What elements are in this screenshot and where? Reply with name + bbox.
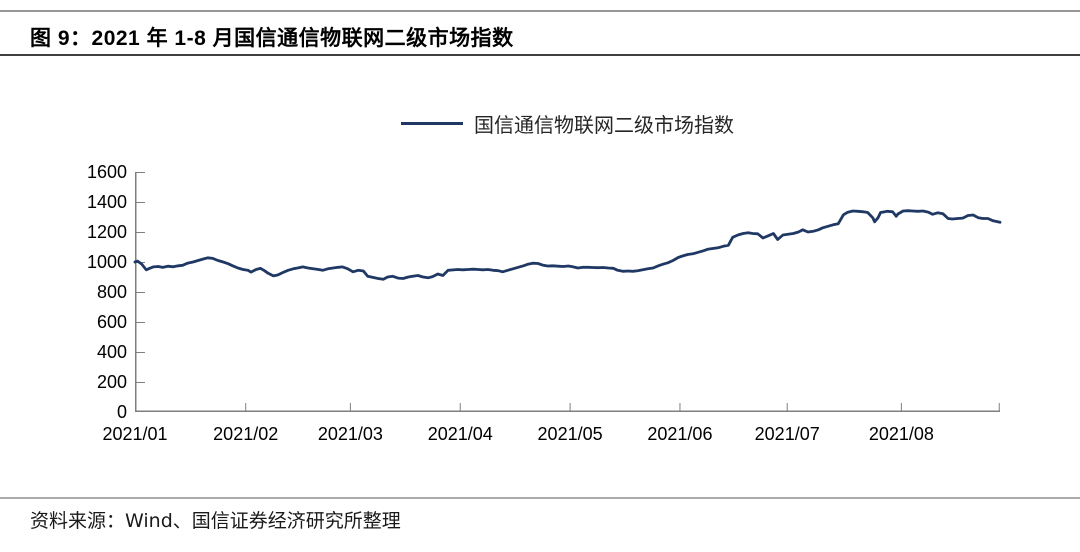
y-tick-label: 200 bbox=[96, 372, 127, 392]
title-divider bbox=[0, 54, 1080, 56]
legend-line-swatch bbox=[401, 121, 463, 125]
y-tick-label: 400 bbox=[96, 342, 127, 362]
top-divider bbox=[0, 10, 1080, 12]
x-tick-label: 2021/01 bbox=[102, 424, 168, 444]
y-axis-labels: 0 200 400 600 800 1000 1200 1400 1600 bbox=[0, 162, 127, 422]
x-tick-label: 2021/06 bbox=[647, 424, 713, 444]
x-tick-label: 2021/03 bbox=[317, 424, 383, 444]
x-tick-label: 2021/02 bbox=[213, 424, 279, 444]
figure-title: 图 9：2021 年 1-8 月国信通信物联网二级市场指数 bbox=[30, 27, 514, 50]
x-tick-label: 2021/04 bbox=[427, 424, 493, 444]
bottom-divider bbox=[0, 497, 1080, 499]
y-tick-label: 1000 bbox=[86, 252, 127, 272]
x-tick-label: 2021/08 bbox=[868, 424, 934, 444]
y-tick-label: 1600 bbox=[86, 162, 127, 182]
legend-series-label: 国信通信物联网二级市场指数 bbox=[474, 112, 734, 137]
index-line-chart bbox=[133, 172, 1002, 412]
index-series-line bbox=[133, 209, 1002, 281]
y-tick-label: 600 bbox=[96, 312, 127, 332]
chart-legend: 国信通信物联网二级市场指数 bbox=[135, 110, 1000, 137]
y-tick-label: 1200 bbox=[86, 222, 127, 242]
y-tick-label: 1400 bbox=[86, 192, 127, 212]
x-tick-label: 2021/05 bbox=[537, 424, 603, 444]
plot-area bbox=[133, 172, 1002, 412]
x-axis-labels: 2021/01 2021/02 2021/03 2021/04 2021/05 2021/… bbox=[102, 423, 1000, 447]
x-tick-label: 2021/07 bbox=[754, 424, 820, 444]
y-tick-label: 0 bbox=[116, 402, 127, 422]
y-tick-label: 800 bbox=[96, 282, 127, 302]
source-note: 资料来源：Wind、国信证券经济研究所整理 bbox=[30, 510, 401, 532]
